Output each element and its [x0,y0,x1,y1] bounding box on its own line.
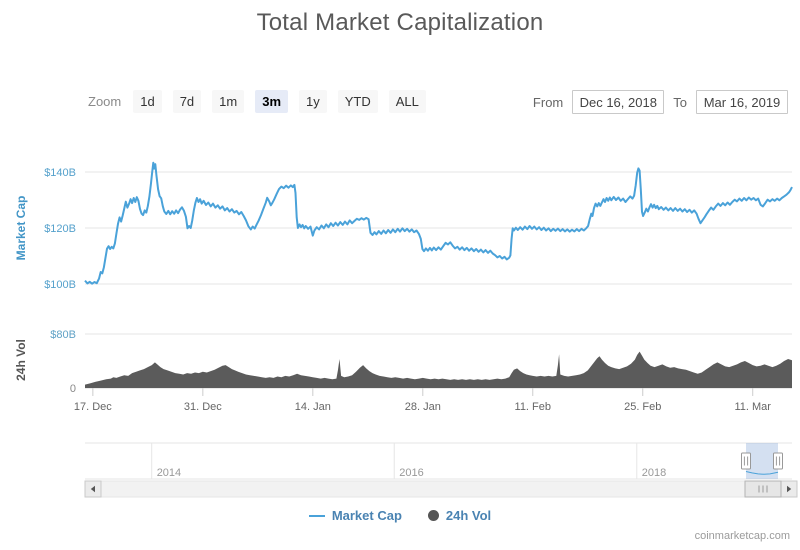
from-label: From [532,94,564,110]
y-tick-label: $100B [44,279,76,291]
credit-link[interactable]: coinmarketcap.com [694,530,790,542]
vol-tick-label: 0 [70,383,76,395]
line-marker-icon [308,514,325,517]
page-title: Total Market Capitalization [256,9,544,36]
x-tick-label: 11. Feb [515,401,552,413]
main-y-axis-labels: $140B $120B $100B [44,167,76,291]
x-tick-label: 17. Dec [74,401,112,413]
legend: Market Cap 24h Vol [0,508,800,523]
zoom-button-ytd[interactable]: YTD [337,90,378,113]
x-tick-label: 14. Jan [295,401,331,413]
x-tick-label: 11. Mar [734,401,771,413]
y-tick-label: $140B [44,167,76,179]
vol-tick-label: $80B [50,329,76,341]
market-cap-line [84,161,793,285]
handle-grip[interactable] [773,452,783,470]
zoom-button-1d[interactable]: 1d [133,90,162,113]
market-cap-plot-area[interactable] [84,161,793,285]
legend-item-24h-vol[interactable]: 24h Vol [427,508,492,523]
chart-svg: $140B $120B $100B Market Cap $80B 0 24h Vol… [14,161,798,498]
zoom-button-all[interactable]: ALL [388,90,426,113]
date-range-controls: From To [533,90,788,114]
scrollbar-track[interactable] [84,480,798,498]
zoom-button-7d[interactable]: 7d [172,90,202,113]
legend-label-24h-vol: 24h Vol [445,508,492,523]
navigator-year-label: 2014 [157,467,181,479]
to-date-input[interactable] [696,90,788,114]
circle-marker-icon [427,510,439,521]
scrollbar[interactable] [84,480,798,498]
zoom-button-1m[interactable]: 1m [212,90,245,113]
arrow-left-icon [90,485,95,493]
market-cap-axis-title: Market Cap [14,196,28,261]
navigator-series-line [745,471,779,475]
to-label: To [673,94,687,110]
navigator-year-label: 2018 [642,467,666,479]
navigator-left-handle[interactable] [741,452,751,470]
navigator-right-handle[interactable] [773,452,783,470]
from-date-input[interactable] [572,90,665,114]
legend-item-market-cap[interactable]: Market Cap [308,508,402,523]
zoom-button-3m[interactable]: 3m [255,90,289,113]
zoom-controls: Zoom 1d 7d 1m 3m 1y YTD ALL [88,90,426,113]
volume-y-axis-labels: $80B 0 [50,329,76,395]
x-tick-label: 28. Jan [405,401,441,413]
x-tick-label: 25. Feb [624,401,661,413]
y-tick-label: $120B [44,223,76,235]
volume-area [85,351,792,388]
handle-grip[interactable] [741,452,751,470]
volume-axis-title: 24h Vol [14,339,28,381]
volume-plot-area[interactable] [85,351,792,388]
x-tick-label: 31. Dec [184,401,222,413]
legend-label-market-cap: Market Cap [331,508,402,523]
navigator[interactable]: 2014 2016 2018 [85,442,792,480]
navigator-year-label: 2016 [399,467,423,479]
main-gridlines [85,171,792,285]
arrow-right-icon [787,485,792,493]
zoom-label: Zoom [88,94,122,109]
zoom-button-1y[interactable]: 1y [299,90,327,113]
x-axis: 17. Dec 31. Dec 14. Jan 28. Jan 11. Feb 25. F… [74,388,771,413]
zoom-buttons: 1d 7d 1m 3m 1y YTD ALL [133,90,426,113]
